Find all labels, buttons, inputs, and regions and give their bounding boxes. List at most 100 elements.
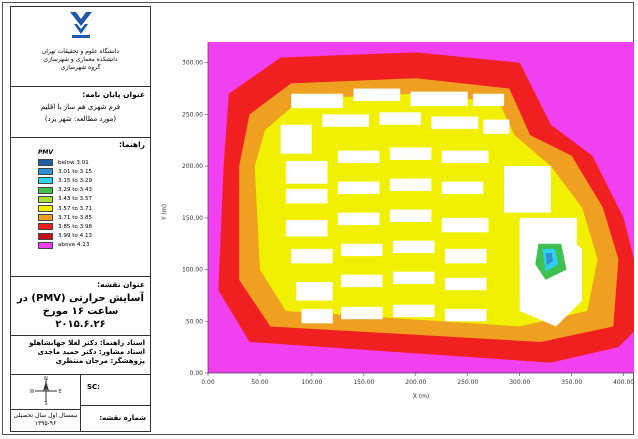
- scale-sheet-block: SC: شماره نقشه:: [81, 375, 150, 431]
- legend-swatch: [38, 186, 53, 194]
- x-axis-ticks: 0.00 50.00 100.00 150.00 200.00 250.00 300.00 3…: [201, 373, 634, 386]
- legend-item: 3.85 to 3.98: [38, 222, 145, 231]
- building-footprint: [392, 271, 435, 285]
- semester-label: نیمسال اول سال تحصیلی: [11, 409, 80, 420]
- legend-item: 3.99 to 4.13: [38, 232, 145, 241]
- building-footprint: [392, 240, 435, 254]
- university-logo-icon: [69, 12, 92, 38]
- building-footprint: [504, 166, 551, 213]
- building-footprint: [389, 209, 432, 222]
- building-footprint: [392, 304, 435, 318]
- thesis-block: عنوان پایان نامه: فرم شهری هم ساز با اقل…: [11, 87, 150, 138]
- researcher: پژوهشگر: مرجان منتظری: [55, 357, 145, 365]
- legend-swatch: [38, 223, 53, 231]
- building-footprint: [444, 308, 487, 322]
- building-footprint: [340, 274, 383, 288]
- north-arrow-icon: N W E S: [30, 376, 62, 407]
- pmv-map-svg: 0.00 50.00 100.00 150.00 200.00 250.00 300.00 3…: [161, 42, 634, 400]
- legend-label: 3.57 to 3.71: [58, 205, 93, 212]
- building-footprint: [296, 281, 333, 301]
- building-footprint: [285, 188, 328, 204]
- legend-item: 3.57 to 3.71: [38, 204, 145, 213]
- footer-block: N W E S نیمسال اول سال تحصیلی ۱۳۹۵-۹۶ SC…: [11, 375, 150, 431]
- x-tick-label: 100.00: [301, 379, 322, 386]
- legend-label: above 4.13: [58, 242, 90, 249]
- advisor-2: استاد مشاور: دکتر حمید ماجدی: [37, 348, 145, 356]
- institution-line-3: گروه شهرسازی: [60, 64, 101, 71]
- building-footprint: [444, 277, 487, 291]
- y-axis-ticks: 0.00 50.00 100.00 150.00 200.00 250.00 300.00: [182, 60, 208, 377]
- building-footprint: [337, 212, 380, 226]
- building-footprint: [389, 147, 432, 160]
- legend-item: 3.01 to 3.15: [38, 167, 145, 176]
- building-footprint: [389, 178, 432, 191]
- legend-label: 3.01 to 3.15: [58, 168, 93, 175]
- legend-swatch: [38, 232, 53, 240]
- institution-block: دانشگاه علوم و تحقیقات تهران دانشکده معم…: [11, 7, 150, 87]
- west-label: W: [30, 389, 35, 395]
- legend-label: 3.43 to 3.57: [58, 196, 93, 203]
- legend-item: 3.71 to 3.85: [38, 213, 145, 222]
- legend-label: below 3.01: [58, 159, 89, 166]
- legend-swatch: [38, 205, 53, 213]
- building-footprint: [301, 308, 333, 324]
- building-footprint: [337, 150, 380, 164]
- building-footprint: [285, 219, 328, 237]
- building-footprint: [337, 181, 380, 195]
- thesis-heading: عنوان پایان نامه:: [82, 90, 145, 99]
- east-label: E: [58, 389, 61, 395]
- legend-title: PMV: [38, 149, 54, 156]
- plot-area: [208, 42, 634, 373]
- y-tick-label: 150.00: [182, 215, 203, 222]
- scale-label: SC:: [81, 375, 150, 406]
- legend-heading: راهنما:: [119, 140, 145, 149]
- x-tick-label: 250.00: [457, 379, 478, 386]
- legend-swatch: [38, 241, 53, 249]
- map-title-line-1: آسایش حرارتی (PMV) در: [17, 293, 144, 304]
- institution-line-2: دانشکده معماری و شهرسازی: [43, 56, 118, 63]
- legend-item: below 3.01: [38, 158, 145, 167]
- legend-label: 3.85 to 3.98: [58, 223, 93, 230]
- y-tick-label: 50.00: [186, 318, 203, 325]
- y-tick-label: 250.00: [182, 111, 203, 118]
- legend-list: below 3.01 3.01 to 3.15 3.15 to 3.29 3.29 t…: [38, 158, 145, 250]
- year-label: ۱۳۹۵-۹۶: [34, 420, 57, 427]
- case-study: (مورد مطالعه: شهر یزد): [44, 115, 117, 123]
- y-axis-label: Y (m): [161, 204, 168, 221]
- building-footprint: [340, 243, 383, 257]
- map-heading: عنوان نقشه:: [97, 280, 145, 289]
- y-tick-label: 100.00: [182, 267, 203, 274]
- x-axis-label: X (m): [413, 393, 430, 400]
- legend-swatch: [38, 195, 53, 203]
- sheet-number-label: شماره نقشه:: [99, 414, 146, 422]
- pmv-map: 0.00 50.00 100.00 150.00 200.00 250.00 300.00 3…: [160, 6, 634, 432]
- x-tick-label: 300.00: [509, 379, 530, 386]
- building-footprint: [280, 124, 312, 154]
- legend-swatch: [38, 177, 53, 185]
- legend-item: 3.15 to 3.29: [38, 176, 145, 185]
- x-tick-label: 0.00: [201, 379, 215, 386]
- legend-label: 3.99 to 4.13: [58, 233, 93, 240]
- building-footprint: [483, 119, 510, 135]
- pmv-zone-blue-east: [545, 253, 553, 266]
- building-footprint: [441, 181, 484, 195]
- legend-item: 3.29 to 3.43: [38, 186, 145, 195]
- building-footprint: [379, 112, 421, 125]
- thesis-title: فرم شهری هم ساز با اقلیم: [40, 103, 121, 111]
- x-tick-label: 350.00: [561, 379, 582, 386]
- building-footprint: [291, 248, 333, 264]
- x-tick-label: 200.00: [405, 379, 426, 386]
- building-footprint: [285, 160, 328, 184]
- legend-swatch: [38, 168, 53, 176]
- building-footprint: [441, 150, 489, 164]
- north-block: N W E S نیمسال اول سال تحصیلی ۱۳۹۵-۹۶: [11, 375, 81, 431]
- building-footprint: [291, 93, 344, 109]
- legend-swatch: [38, 214, 53, 222]
- building-footprint: [472, 93, 505, 107]
- south-label: S: [44, 401, 47, 405]
- legend-item: 3.43 to 3.57: [38, 195, 145, 204]
- y-tick-label: 200.00: [182, 163, 203, 170]
- x-tick-label: 400.00: [613, 379, 634, 386]
- north-label: N: [44, 376, 48, 382]
- building-footprint: [441, 217, 489, 233]
